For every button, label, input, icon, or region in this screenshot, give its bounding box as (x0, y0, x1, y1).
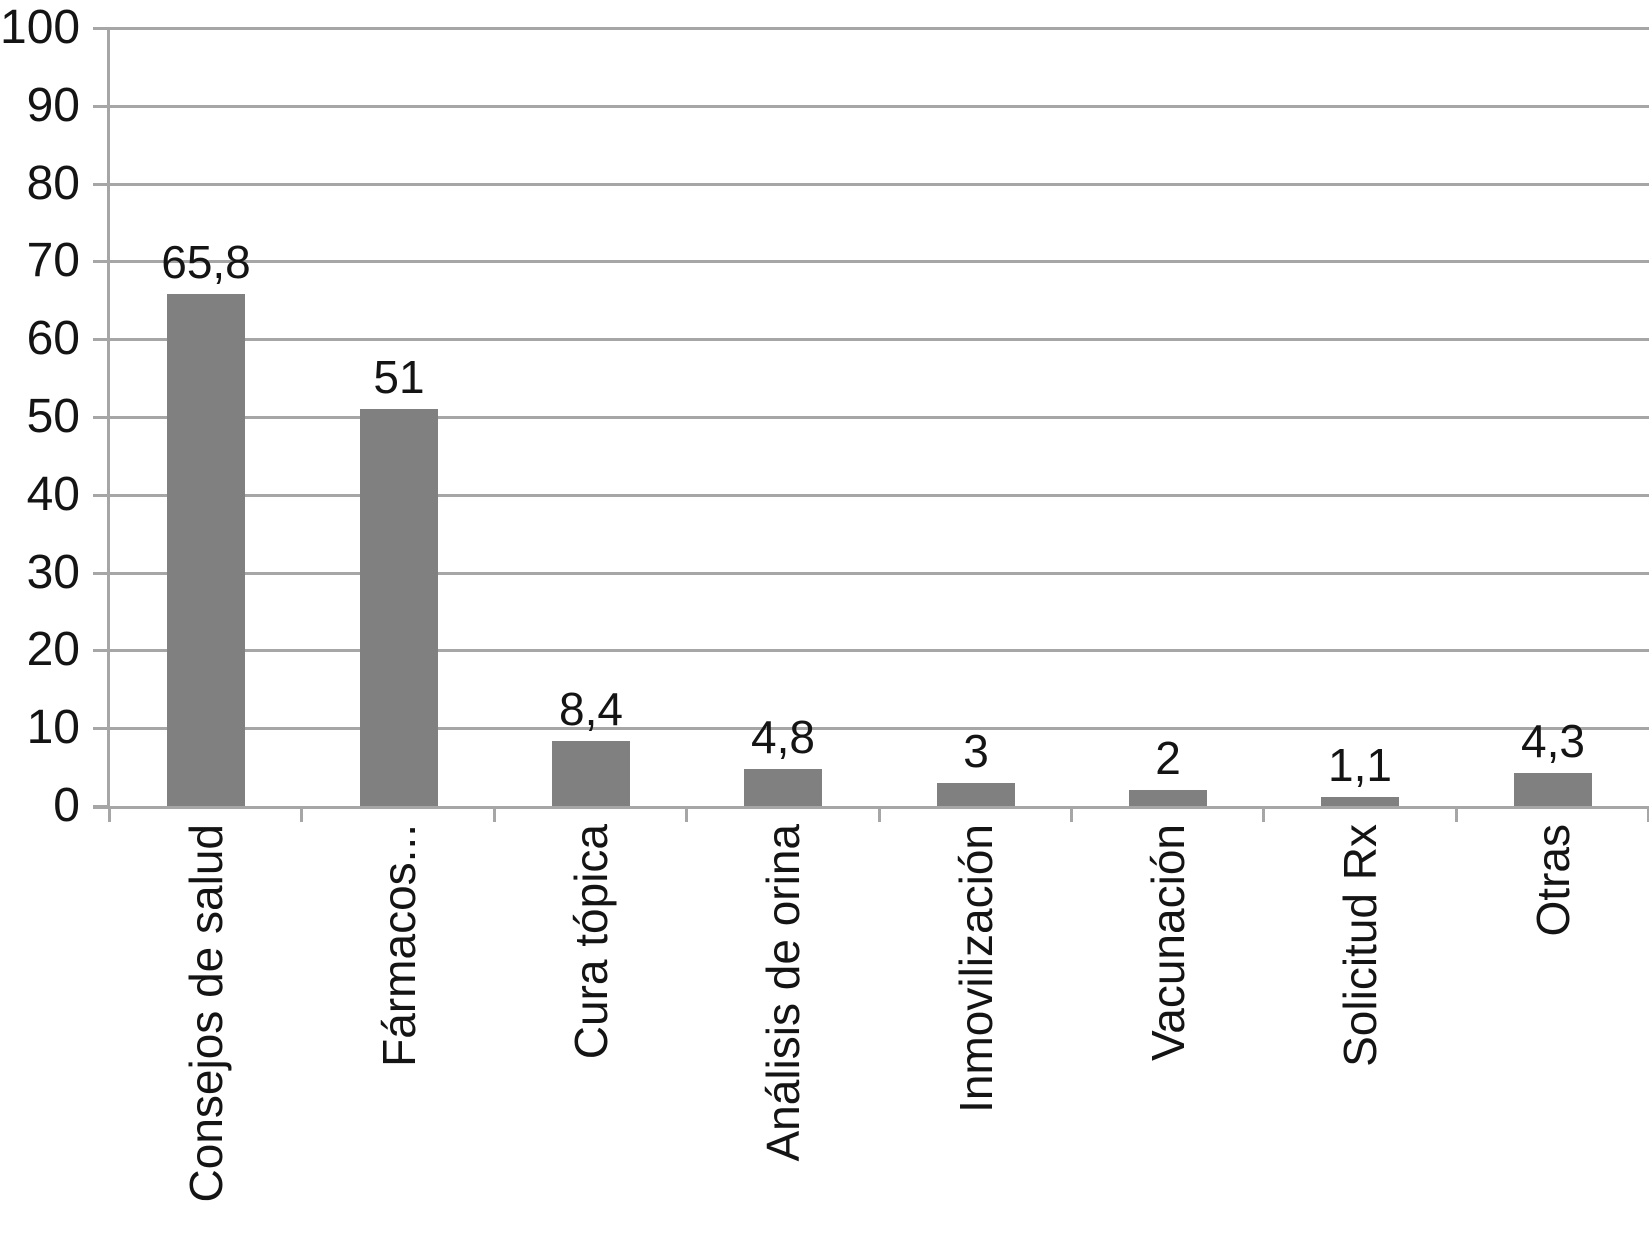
bar (167, 294, 245, 806)
bar (1514, 773, 1592, 806)
bar-value-label: 4,3 (1521, 715, 1585, 767)
x-axis-tick-mark (1069, 806, 1073, 822)
bar (744, 769, 822, 806)
y-axis-tick-label: 80 (26, 156, 80, 210)
y-axis-line (107, 28, 110, 809)
x-axis-tick-mark (1454, 806, 1458, 822)
y-axis-tick-mark (93, 182, 110, 186)
y-axis-tick-mark (93, 649, 110, 653)
bar (552, 741, 630, 806)
x-axis-category-label: Solicitud Rx (1334, 824, 1386, 1067)
x-axis-tick-mark (685, 806, 689, 822)
x-axis-tick-mark (1262, 806, 1266, 822)
x-axis-tick-mark (877, 806, 881, 822)
x-axis-tick-mark (108, 806, 111, 822)
y-axis-tick-label: 30 (26, 545, 80, 599)
y-axis-tick-label: 10 (26, 701, 80, 755)
y-axis-tick-mark (93, 571, 110, 575)
y-axis-tick-mark (93, 27, 110, 30)
y-axis-tick-mark (93, 338, 110, 342)
x-axis-tick-mark (1647, 806, 1649, 822)
x-axis-category-label: Análisis de orina (757, 824, 809, 1162)
gridline (110, 27, 1649, 30)
x-axis-category-label: Inmovilización (950, 824, 1002, 1113)
gridline (110, 338, 1649, 342)
y-axis-tick-mark (93, 416, 110, 419)
bar-value-label: 4,8 (751, 711, 815, 763)
bar (360, 409, 438, 806)
gridline (110, 260, 1649, 264)
bar-value-label: 8,4 (559, 683, 623, 735)
x-axis-category-label: Cura tópica (565, 824, 617, 1060)
gridline (110, 182, 1649, 186)
gridline (110, 416, 1649, 419)
x-axis-tick-mark (300, 806, 304, 822)
x-axis-category-label: Otras (1527, 824, 1579, 937)
bar-value-label: 1,1 (1328, 739, 1392, 791)
bar-value-label: 51 (373, 351, 425, 403)
x-axis-category-label: Vacunación (1142, 824, 1194, 1061)
bar (1321, 797, 1399, 806)
bar (937, 783, 1015, 806)
bar-value-label: 65,8 (161, 236, 251, 288)
gridline (110, 649, 1649, 653)
y-axis-tick-mark (93, 260, 110, 264)
y-axis-tick-label: 50 (26, 390, 80, 443)
y-axis-tick-label: 70 (26, 234, 80, 288)
x-axis-line (93, 806, 1649, 809)
y-axis-tick-mark (93, 727, 110, 731)
bar-value-label: 2 (1155, 732, 1181, 784)
y-axis-tick-label: 0 (53, 779, 80, 832)
y-axis-tick-mark (93, 493, 110, 497)
gridline (110, 571, 1649, 575)
y-axis-tick-label: 20 (26, 623, 80, 677)
x-axis-tick-mark (492, 806, 496, 822)
x-axis-category-label: Fármacos... (373, 824, 425, 1067)
y-axis-tick-label: 100 (0, 1, 81, 54)
gridline (110, 104, 1649, 108)
y-axis-tick-label: 90 (26, 78, 80, 132)
y-axis-tick-label: 60 (26, 312, 80, 366)
x-axis-category-label: Consejos de salud (180, 824, 232, 1203)
y-axis-tick-label: 40 (26, 467, 80, 521)
bar (1129, 790, 1207, 806)
y-axis-tick-mark (93, 104, 110, 108)
gridline (110, 493, 1649, 497)
bar-value-label: 3 (963, 725, 989, 777)
gridline (110, 727, 1649, 731)
